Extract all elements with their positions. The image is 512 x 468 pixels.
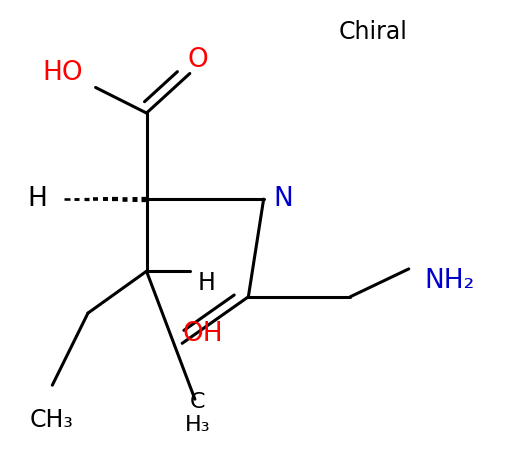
Text: CH₃: CH₃ — [29, 408, 73, 432]
Text: H: H — [198, 271, 216, 295]
Text: Chiral: Chiral — [338, 20, 408, 44]
Text: O: O — [187, 46, 208, 73]
Text: N: N — [274, 186, 293, 212]
Text: C
H₃: C H₃ — [185, 392, 210, 435]
Text: H: H — [27, 186, 47, 212]
Text: OH: OH — [182, 321, 223, 347]
Text: NH₂: NH₂ — [424, 268, 474, 293]
Text: HO: HO — [42, 60, 83, 87]
